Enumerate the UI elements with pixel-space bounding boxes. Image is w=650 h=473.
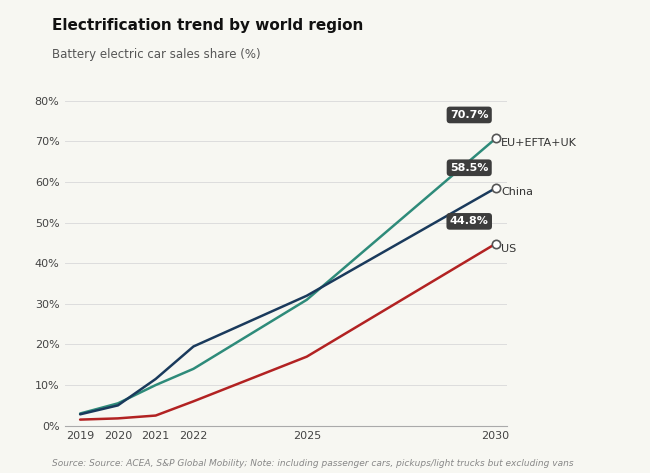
Text: Source: Source: ACEA, S&P Global Mobility; Note: including passenger cars, picku: Source: Source: ACEA, S&P Global Mobilit…: [52, 459, 573, 468]
Text: 44.8%: 44.8%: [450, 216, 493, 242]
Text: Battery electric car sales share (%): Battery electric car sales share (%): [52, 49, 261, 61]
Text: 58.5%: 58.5%: [450, 163, 493, 186]
Text: China: China: [501, 187, 534, 197]
Text: US: US: [501, 244, 517, 254]
Text: Electrification trend by world region: Electrification trend by world region: [52, 18, 363, 33]
Text: EU+EFTA+UK: EU+EFTA+UK: [501, 139, 577, 149]
Text: 70.7%: 70.7%: [450, 110, 493, 137]
